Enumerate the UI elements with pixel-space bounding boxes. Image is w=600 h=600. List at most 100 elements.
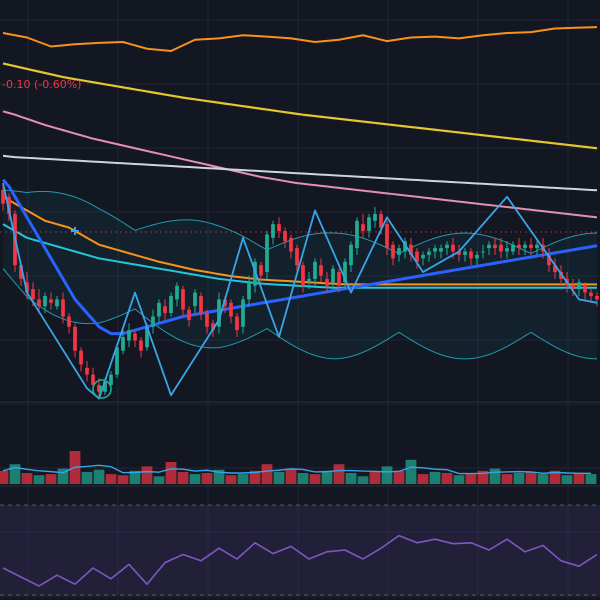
volume-bar [465, 474, 477, 484]
candle-body [91, 374, 95, 385]
candle-body [175, 285, 179, 300]
rsi-line [2, 534, 598, 587]
earnings-marker-circle [92, 379, 112, 399]
volume-bar [177, 471, 189, 484]
candle-body [121, 337, 125, 351]
candle-body [265, 234, 269, 273]
volume-bar [417, 474, 429, 484]
earnings-marker[interactable]: F [92, 379, 112, 399]
candle-body [385, 224, 389, 249]
volume-bar [501, 474, 513, 484]
candle-body [205, 313, 209, 327]
overlay-line-teal-mid [2, 223, 597, 289]
candle-body [97, 384, 101, 392]
volume-bar [345, 473, 357, 484]
candle-body [403, 241, 407, 252]
candle-body [445, 244, 449, 249]
candle-body [223, 299, 227, 307]
candle-body [247, 282, 251, 300]
candle-body [487, 244, 491, 249]
price-panel[interactable] [0, 62, 600, 403]
candle-body [457, 251, 461, 255]
candle-body [241, 299, 245, 327]
candle-body [163, 306, 167, 314]
candle-body [295, 248, 299, 266]
earnings-marker-letter: F [99, 385, 106, 396]
top-indicator-line [2, 26, 598, 52]
volume-bar [453, 475, 465, 484]
candle-body [169, 295, 173, 314]
candle-body [391, 244, 395, 259]
candle-body [181, 289, 185, 310]
candle-body [109, 374, 113, 385]
candle-body [469, 251, 473, 259]
volume-bar [105, 474, 117, 484]
candle-body [229, 302, 233, 317]
bollinger-lower-line [2, 268, 598, 360]
candle-body [31, 289, 35, 300]
volume-bar [201, 473, 213, 484]
volume-bar [129, 470, 141, 484]
volume-bar [285, 468, 297, 484]
volume-bar [225, 475, 237, 484]
candle-body [19, 265, 23, 279]
candle-body [493, 244, 497, 249]
volume-bar [309, 474, 321, 484]
candle-body [343, 261, 347, 283]
volume-bar [9, 464, 21, 484]
rsi-band [0, 505, 600, 595]
candle-body [355, 220, 359, 249]
candle-body [349, 244, 353, 266]
volume-bar [213, 469, 225, 484]
volume-bar [153, 476, 165, 484]
overlay-line-white [2, 154, 598, 192]
volume-panel [0, 451, 600, 487]
candle-body [193, 292, 197, 307]
candle-body [103, 381, 107, 392]
candle-body [259, 265, 263, 276]
volume-bar [45, 474, 57, 484]
candle-body [547, 254, 551, 266]
candle-body [523, 244, 527, 249]
candle-body [73, 326, 77, 351]
top-indicator-panel [2, 26, 598, 52]
candle-body [409, 244, 413, 255]
candle-body [511, 244, 515, 252]
overlay-line-yellow [2, 62, 598, 150]
candle-body [55, 299, 59, 307]
candle-body [151, 316, 155, 327]
volume-bar [477, 470, 489, 484]
candle-body [367, 217, 371, 231]
volume-bar [81, 471, 93, 484]
volume-bar [333, 464, 345, 484]
candle-body [421, 254, 425, 259]
volume-bar [369, 471, 381, 484]
candle-body [217, 299, 221, 327]
volume-bar [561, 475, 573, 484]
candle-body [43, 295, 47, 307]
candle-body [517, 244, 521, 249]
candle-body [499, 244, 503, 252]
candle-body [583, 285, 587, 293]
candle-body [271, 224, 275, 238]
candle-body [475, 254, 479, 259]
candle-body [115, 347, 119, 375]
candle-body [529, 244, 533, 249]
volume-bar [537, 474, 549, 484]
volume-bar [33, 475, 45, 484]
volume-bar [165, 462, 177, 484]
candle-body [133, 333, 137, 341]
candle-body [481, 251, 485, 253]
candle-body [535, 244, 539, 249]
candle-body [451, 244, 455, 252]
candle-body [595, 295, 599, 300]
volume-bar [549, 470, 561, 484]
candle-body [325, 278, 329, 286]
candle-body [313, 261, 317, 279]
candle-body [187, 309, 191, 320]
candle-body [289, 237, 293, 252]
candle-body [397, 248, 401, 255]
candle-body [283, 231, 287, 242]
candle-body [433, 248, 437, 252]
